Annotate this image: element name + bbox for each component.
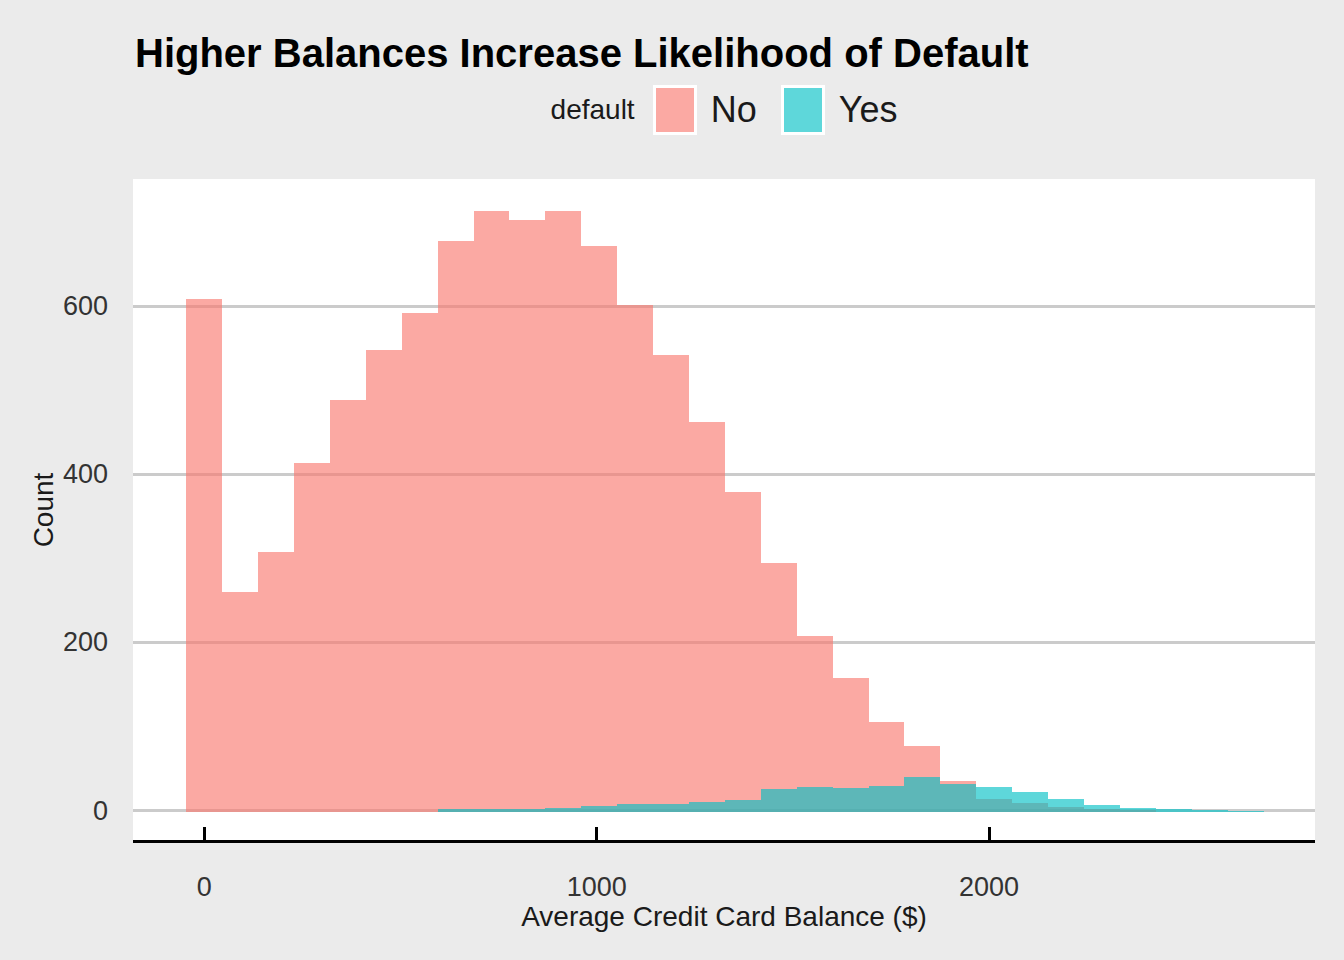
histogram-bar-yes [1120, 808, 1156, 812]
histogram-plot: Higher Balances Increase Likelihood of D… [0, 0, 1344, 960]
x-tick-label: 2000 [919, 872, 1059, 902]
histogram-bar-no [474, 211, 510, 812]
histogram-bar-yes [1228, 811, 1264, 812]
histogram-bar-yes [1156, 809, 1192, 812]
histogram-bar-no [438, 241, 474, 812]
x-axis-tick [595, 827, 598, 840]
histogram-bar-no [725, 492, 761, 812]
histogram-bar-no [330, 400, 366, 812]
x-axis-tick [203, 827, 206, 840]
histogram-bar-yes [976, 787, 1012, 812]
histogram-bar-yes [940, 784, 976, 812]
x-axis-tick [988, 827, 991, 840]
histogram-bar-no [186, 299, 222, 812]
y-tick-label: 0 [20, 796, 108, 826]
legend-swatch-yes [784, 88, 822, 132]
histogram-bar-yes [617, 804, 653, 812]
histogram-bar-yes [438, 809, 474, 812]
legend-swatch-no [656, 88, 694, 132]
histogram-bar-yes [904, 777, 940, 812]
histogram-bar-no [797, 636, 833, 812]
y-tick-label: 400 [20, 459, 108, 489]
legend: default No Yes [133, 84, 1315, 136]
histogram-bar-no [258, 552, 294, 812]
histogram-bar-yes [869, 786, 905, 812]
histogram-bar-no [545, 211, 581, 812]
histogram-bar-yes [509, 809, 545, 812]
y-tick-label: 600 [20, 291, 108, 321]
plot-title: Higher Balances Increase Likelihood of D… [135, 30, 1029, 76]
histogram-bar-yes [1048, 799, 1084, 812]
histogram-bar-no [761, 563, 797, 812]
histogram-bar-no [689, 422, 725, 812]
x-tick-label: 0 [134, 872, 274, 902]
histogram-bar-yes [1192, 810, 1228, 812]
histogram-bar-no [509, 220, 545, 812]
histogram-bar-no [581, 246, 617, 812]
histogram-bar-no [402, 313, 438, 812]
gridline-y-600 [133, 305, 1315, 308]
legend-key-yes [781, 85, 825, 135]
histogram-bar-no [653, 355, 689, 812]
legend-label-yes: Yes [839, 89, 898, 131]
histogram-bar-yes [1084, 805, 1120, 812]
plot-panel [133, 179, 1315, 843]
histogram-bar-no [294, 463, 330, 812]
histogram-bar-yes [545, 808, 581, 812]
x-axis-title: Average Credit Card Balance ($) [133, 901, 1315, 933]
histogram-bar-no [222, 592, 258, 812]
histogram-bar-yes [653, 804, 689, 812]
x-tick-label: 1000 [527, 872, 667, 902]
histogram-bar-yes [797, 787, 833, 812]
legend-label-no: No [711, 89, 757, 131]
y-axis-title: Count [28, 410, 56, 610]
histogram-bar-no [617, 305, 653, 812]
y-tick-label: 200 [20, 627, 108, 657]
histogram-bar-no [366, 350, 402, 812]
histogram-bar-yes [725, 800, 761, 812]
histogram-bar-yes [761, 789, 797, 812]
legend-key-no [653, 85, 697, 135]
histogram-bar-yes [581, 806, 617, 812]
histogram-bar-yes [1012, 792, 1048, 812]
legend-title: default [551, 94, 635, 126]
histogram-bar-yes [689, 802, 725, 812]
histogram-bar-yes [474, 809, 510, 812]
histogram-bar-yes [833, 788, 869, 812]
